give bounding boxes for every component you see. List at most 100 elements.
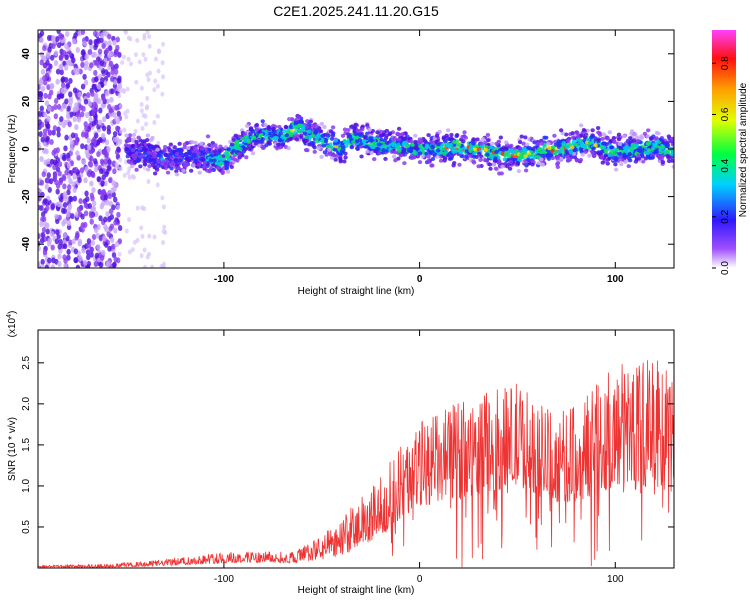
spectrogram-band-blob [510, 150, 516, 155]
spectrogram-noise-blob [160, 195, 165, 201]
spectrogram-band-blob [197, 170, 202, 175]
spectrogram-noise-blob [101, 95, 106, 102]
spectrogram-noise-blob [46, 34, 52, 41]
spectrogram-noise-blob [97, 119, 103, 126]
spectrogram-band-blob [134, 167, 139, 172]
spectrogram-band-blob [130, 138, 136, 143]
spectrogram-band-blob [434, 133, 440, 138]
spectrogram-band-blob [552, 133, 557, 138]
spectrogram-band-blob [162, 144, 168, 149]
spectrogram-noise-blob [72, 116, 77, 123]
spectrogram-band-blob [523, 154, 528, 159]
spectrogram-band-blob [404, 144, 410, 149]
spectrogram-band-blob [645, 134, 651, 139]
spectrogram-band-blob [474, 144, 480, 149]
spectrogram-noise-blob [40, 68, 46, 75]
spectrogram-band-blob [521, 150, 527, 155]
spectrogram-band-blob [126, 143, 132, 148]
spectrogram-noise-blob [80, 83, 86, 90]
spectrogram-band-blob [596, 137, 601, 142]
spectrogram-band-blob [635, 138, 641, 143]
spectrogram-band-blob [476, 164, 481, 169]
spectrogram-noise-blob [88, 161, 93, 168]
spectrogram-noise-blob [115, 125, 120, 132]
spectrogram-band-blob [523, 135, 528, 140]
spectrogram-band-blob [559, 157, 564, 162]
spectrogram-band-blob [169, 166, 174, 171]
spectrogram-noise-blob [93, 69, 98, 76]
spectrogram-noise-blob [102, 235, 107, 242]
spectrogram-band-blob [338, 156, 343, 161]
spectrogram-noise-blob [96, 244, 101, 251]
spectrogram-noise-blob [75, 264, 81, 268]
spectrogram-noise-blob [72, 186, 77, 193]
spectrogram-band-blob [314, 136, 320, 141]
snr-multiplier: (x104) [6, 311, 18, 338]
spectrogram-band-blob [254, 122, 260, 127]
spectrogram-band-blob [638, 136, 644, 141]
spectrogram-noise-blob [86, 242, 92, 249]
spectrogram-band-blob [546, 156, 552, 161]
spectrogram-noise-blob [144, 121, 149, 127]
spectrogram-band-blob [448, 142, 454, 147]
spectrogram-noise-blob [81, 159, 86, 166]
spectrogram-band-blob [355, 128, 360, 133]
spectrogram-band-blob [571, 139, 576, 144]
spectrogram-band-blob [300, 128, 305, 133]
spectrogram-band-blob [516, 169, 522, 174]
spectrogram-band-blob [188, 168, 194, 173]
y-tick-label: 1.0 [21, 479, 32, 493]
spectrogram-noise-blob [62, 243, 68, 250]
spectrogram-band-blob [488, 145, 493, 150]
spectrogram-noise-blob [71, 181, 76, 188]
spectrogram-band-blob [186, 146, 191, 151]
spectrogram-band-blob [264, 143, 269, 148]
spectrogram-band-blob [177, 147, 182, 152]
spectrogram-band-blob [454, 132, 460, 137]
spectrogram-noise-blob [161, 74, 166, 80]
spectrogram-band-blob [627, 152, 632, 157]
spectrogram-noise-blob [68, 91, 73, 98]
spectrogram-band-blob [244, 123, 250, 128]
spectrogram-noise-blob [113, 219, 118, 226]
spectrogram-band-blob [283, 124, 289, 129]
spectrogram-band-blob [319, 154, 324, 159]
spectrogram-band-blob [469, 145, 474, 150]
spectrogram-band-blob [124, 147, 130, 152]
spectrogram-band-blob [368, 138, 373, 143]
spectrogram-noise-blob [145, 30, 150, 35]
spectrogram-band-blob [248, 131, 253, 136]
spectrogram-band-blob [371, 141, 377, 146]
spectrogram-noise-blob [85, 196, 90, 203]
spectrogram-noise-blob [66, 173, 72, 180]
spectrogram-noise-blob [39, 37, 44, 44]
spectrogram-band-blob [521, 141, 526, 146]
spectrogram-noise-blob [67, 121, 72, 128]
spectrogram-noise-blob [89, 246, 94, 253]
spectrogram-noise-blob [74, 124, 79, 131]
spectrogram-band-blob [659, 150, 664, 155]
spectrogram-band-blob [244, 136, 249, 141]
spectrogram-noise-blob [72, 195, 78, 202]
spectrogram-noise-blob [111, 243, 116, 250]
spectrogram-band-blob [237, 134, 243, 139]
spectrogram-noise-blob [38, 260, 41, 267]
x-tick-label: 100 [607, 574, 624, 585]
spectrogram-band-blob [174, 152, 180, 157]
spectrogram-band-blob [218, 144, 223, 149]
spectrogram-noise-blob [135, 205, 140, 211]
spectrogram-noise-blob [46, 158, 51, 165]
spectrogram-noise-blob [85, 249, 91, 256]
spectrogram-band-blob [369, 150, 374, 155]
spectrogram-noise-blob [66, 105, 71, 112]
spectrogram-band-blob [587, 141, 593, 146]
spectrogram-band-blob [623, 159, 628, 164]
spectrogram-noise-blob [139, 102, 144, 108]
spectrogram-band-blob [391, 154, 397, 159]
spectrogram-band-blob [445, 128, 451, 133]
spectrogram-band-blob [286, 146, 291, 151]
spectrogram-noise-blob [39, 179, 45, 186]
spectrogram-noise-blob [88, 39, 93, 46]
spectrogram-band-blob [379, 129, 384, 134]
spectrogram-band-blob [294, 137, 300, 142]
